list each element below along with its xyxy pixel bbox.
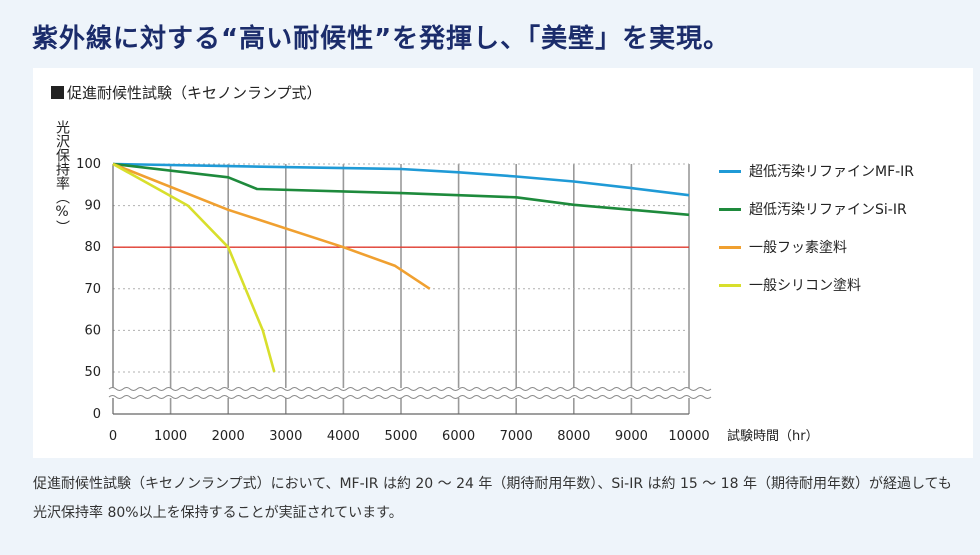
x-tick-label: 1000	[154, 429, 187, 444]
series-line-2	[112, 162, 690, 217]
legend: 超低汚染リファインMF-IR 超低汚染リファインSi-IR 一般フッ素塗料 一般シリコ…	[719, 152, 914, 304]
x-tick-label: 10000	[668, 429, 709, 444]
y-tick-label: 80	[84, 240, 101, 255]
legend-label: 一般シリコン塗料	[749, 278, 861, 294]
legend-label: 超低汚染リファインSi-IR	[749, 202, 907, 218]
y-tick-label: 90	[84, 199, 101, 214]
legend-item: 超低汚染リファインSi-IR	[719, 190, 914, 228]
square-icon	[51, 86, 64, 99]
axis-break-line	[108, 395, 712, 399]
y-tick-label: 100	[76, 157, 101, 172]
x-tick-label: 5000	[384, 429, 417, 444]
x-tick-label: 4000	[327, 429, 360, 444]
y-tick-label: 60	[84, 323, 101, 338]
series-line-3	[112, 162, 431, 290]
axis-break-line	[108, 387, 712, 391]
series-line-4	[112, 162, 276, 373]
legend-label: 超低汚染リファインMF-IR	[749, 164, 915, 180]
x-tick-label: 8000	[557, 429, 590, 444]
x-tick-label: 7000	[500, 429, 533, 444]
chart-title-text: 促進耐候性試験（キセノンランプ式）	[67, 84, 322, 102]
legend-swatch	[719, 245, 741, 249]
headline: 紫外線に対する“高い耐候性”を発揮し、「美壁」を実現。	[32, 24, 731, 54]
caption: 促進耐候性試験（キセノンランプ式）において、MF-IR は約 20 ～ 24 年…	[33, 476, 952, 521]
x-tick-label: 2000	[212, 429, 245, 444]
legend-item: 一般シリコン塗料	[719, 266, 914, 304]
x-tick-label: 6000	[442, 429, 475, 444]
legend-swatch	[719, 283, 741, 287]
axis-break-mask	[107, 388, 707, 398]
x-tick-label: 9000	[615, 429, 648, 444]
x-tick-label: 3000	[269, 429, 302, 444]
legend-label: 一般フッ素塗料	[749, 240, 847, 256]
y-tick-label: 50	[84, 365, 101, 380]
series-line-1	[112, 162, 690, 197]
legend-item: 一般フッ素塗料	[719, 228, 914, 266]
x-tick-label: 0	[109, 429, 117, 444]
y-tick-label: 70	[84, 282, 101, 297]
y-tick-label: 0	[93, 407, 101, 422]
x-axis-label: 試験時間（hr）	[727, 428, 819, 444]
y-axis-label: 光沢保持率（%）	[54, 120, 70, 234]
legend-swatch	[719, 169, 741, 173]
legend-swatch	[719, 207, 741, 211]
chart-panel: 促進耐候性試験（キセノンランプ式） 光沢保持率（%） 0 50 60 70 80 90 10…	[33, 68, 973, 458]
legend-item: 超低汚染リファインMF-IR	[719, 152, 914, 190]
chart-title: 促進耐候性試験（キセノンランプ式）	[51, 82, 322, 103]
